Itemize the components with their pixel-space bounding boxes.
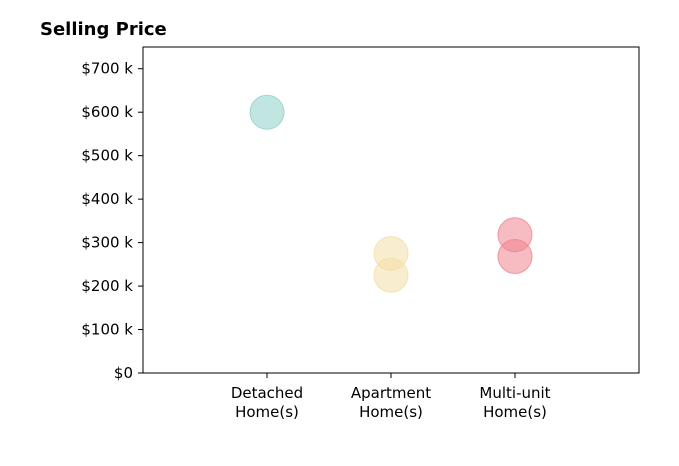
x-tick-label: Detached Home(s) <box>231 384 303 421</box>
data-point <box>373 257 409 293</box>
x-tick-label-line: Multi-unit <box>479 384 550 402</box>
x-tick-label-line: Home(s) <box>359 403 423 421</box>
y-tick-label: $700 k <box>81 60 133 78</box>
y-tick-label: $200 k <box>81 277 133 295</box>
y-tick-label: $500 k <box>81 147 133 165</box>
x-tick-label-line: Apartment <box>351 384 431 402</box>
x-tick-label-line: Home(s) <box>483 403 547 421</box>
x-tick-label-line: Home(s) <box>235 403 299 421</box>
x-tick-label: Apartment Home(s) <box>351 384 431 421</box>
y-tick-label: $100 k <box>81 321 133 339</box>
x-tick-label-line: Detached <box>231 384 303 402</box>
chart-title: Selling Price <box>40 19 167 40</box>
y-tick-label: $300 k <box>81 234 133 252</box>
y-tick-label: $400 k <box>81 190 133 208</box>
y-tick-label: $0 <box>114 364 133 382</box>
plot-frame <box>142 46 640 374</box>
plot-area: $0 $100 k $200 k $300 k $400 k $500 k $600 k $7… <box>81 46 640 421</box>
data-point <box>497 239 533 275</box>
y-tick-label: $600 k <box>81 103 133 121</box>
x-tick-label: Multi-unit Home(s) <box>479 384 550 421</box>
data-point <box>249 94 285 130</box>
